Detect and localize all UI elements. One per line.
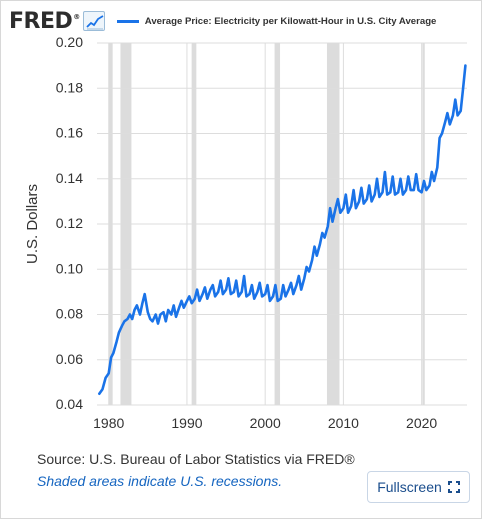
chart-svg: 0.04 0.06 0.08 0.10 0.12 0.14 0.16 0.18 0.20 1980… xyxy=(24,34,467,431)
fullscreen-button[interactable]: Fullscreen xyxy=(367,471,470,503)
graph-header: FRED® Average Price: Electricity per Kil… xyxy=(9,7,479,35)
registered-mark: ® xyxy=(73,13,80,22)
y-tick-label: 0.06 xyxy=(56,351,83,367)
recession-note: Shaded areas indicate U.S. recessions. xyxy=(37,473,283,489)
x-tick-label: 1990 xyxy=(171,415,202,431)
legend-series-swatch xyxy=(116,19,139,23)
y-tick-label: 0.18 xyxy=(56,79,83,95)
x-tick-label: 2010 xyxy=(328,415,359,431)
x-tick-label: 2020 xyxy=(406,415,437,431)
expand-icon xyxy=(447,481,460,493)
series-line xyxy=(98,64,467,396)
line-chart-icon xyxy=(82,11,105,31)
y-tick-label: 0.04 xyxy=(56,396,83,412)
x-tick-label: 2000 xyxy=(250,415,281,431)
y-axis-label: U.S. Dollars xyxy=(24,184,41,264)
fullscreen-label: Fullscreen xyxy=(377,479,442,495)
line-chart[interactable]: 0.04 0.06 0.08 0.10 0.12 0.14 0.16 0.18 0.20 1980… xyxy=(1,33,482,443)
fred-logo[interactable]: FRED® xyxy=(9,9,80,34)
chart-legend: Average Price: Electricity per Kilowatt-… xyxy=(116,15,437,27)
y-tick-label: 0.20 xyxy=(56,34,83,50)
y-tick-label: 0.12 xyxy=(56,215,83,231)
y-tick-label: 0.16 xyxy=(56,125,83,141)
y-tick-label: 0.14 xyxy=(56,170,83,186)
legend-series-label: Average Price: Electricity per Kilowatt-… xyxy=(144,15,437,27)
fred-logo-text: FRED xyxy=(9,8,73,34)
x-tick-label: 1980 xyxy=(93,415,124,431)
source-note: Source: U.S. Bureau of Labor Statistics … xyxy=(37,451,355,467)
y-tick-label: 0.08 xyxy=(56,306,83,322)
y-tick-label: 0.10 xyxy=(56,260,83,276)
